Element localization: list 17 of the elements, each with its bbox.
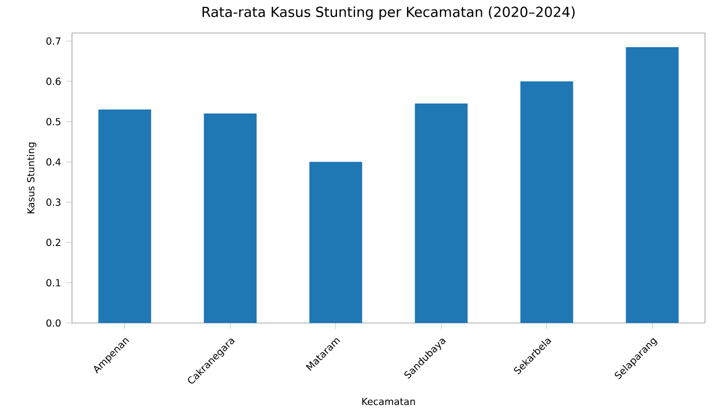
bar (626, 47, 679, 323)
bar (414, 103, 468, 323)
bar (520, 81, 574, 323)
y-tick-label: 0.7 (46, 37, 60, 45)
bar (204, 114, 257, 323)
y-tick-label: 0.0 (46, 319, 61, 327)
bar (309, 162, 362, 323)
x-axis-title: Kecamatan (362, 398, 415, 406)
y-tick-label: 0.1 (46, 279, 60, 286)
y-tick-label: 0.4 (46, 158, 61, 166)
chart-title: Rata-rata Kasus Stunting per Kecamatan (2020–2024) (202, 6, 575, 20)
bar (98, 110, 152, 323)
y-tick-label: 0.2 (46, 238, 60, 246)
y-tick-label: 0.3 (46, 198, 60, 206)
y-tick-label: 0.6 (46, 78, 61, 85)
y-axis-title: Kasus Stunting (26, 142, 36, 214)
y-tick-label: 0.5 (46, 118, 60, 126)
